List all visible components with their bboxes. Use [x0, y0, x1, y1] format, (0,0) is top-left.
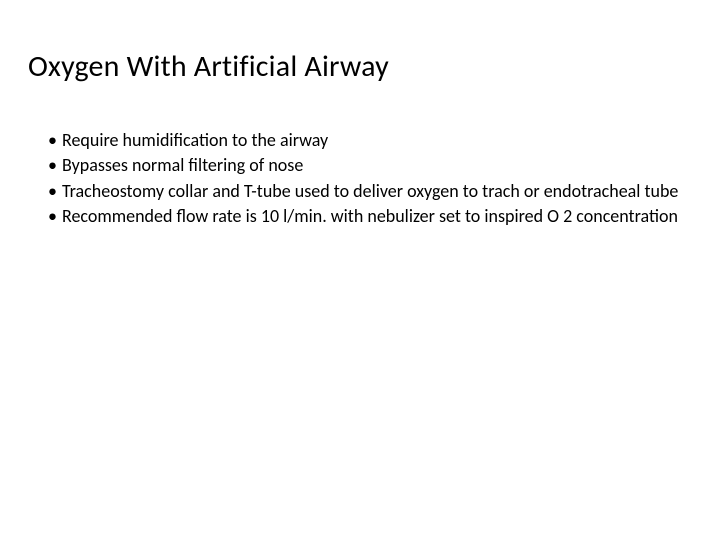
bullet-item: Recommended flow rate is 10 l/min. with …: [48, 205, 692, 228]
bullet-list: Require humidification to the airway Byp…: [28, 129, 692, 229]
bullet-item: Tracheostomy collar and T-tube used to d…: [48, 180, 692, 203]
bullet-item: Require humidification to the airway: [48, 129, 692, 152]
slide: Oxygen With Artificial Airway Require hu…: [0, 0, 720, 540]
slide-title: Oxygen With Artificial Airway: [28, 48, 692, 85]
bullet-item: Bypasses normal filtering of nose: [48, 154, 692, 177]
